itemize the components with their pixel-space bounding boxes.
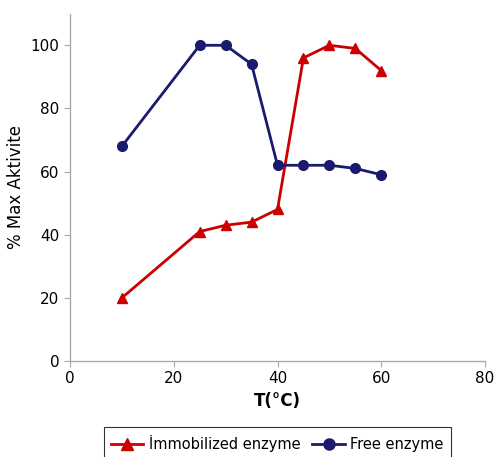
X-axis label: T(°C): T(°C): [254, 392, 301, 410]
Y-axis label: % Max Aktivite: % Max Aktivite: [7, 125, 25, 250]
Legend: İmmobilized enzyme, Free enzyme: İmmobilized enzyme, Free enzyme: [104, 427, 451, 457]
